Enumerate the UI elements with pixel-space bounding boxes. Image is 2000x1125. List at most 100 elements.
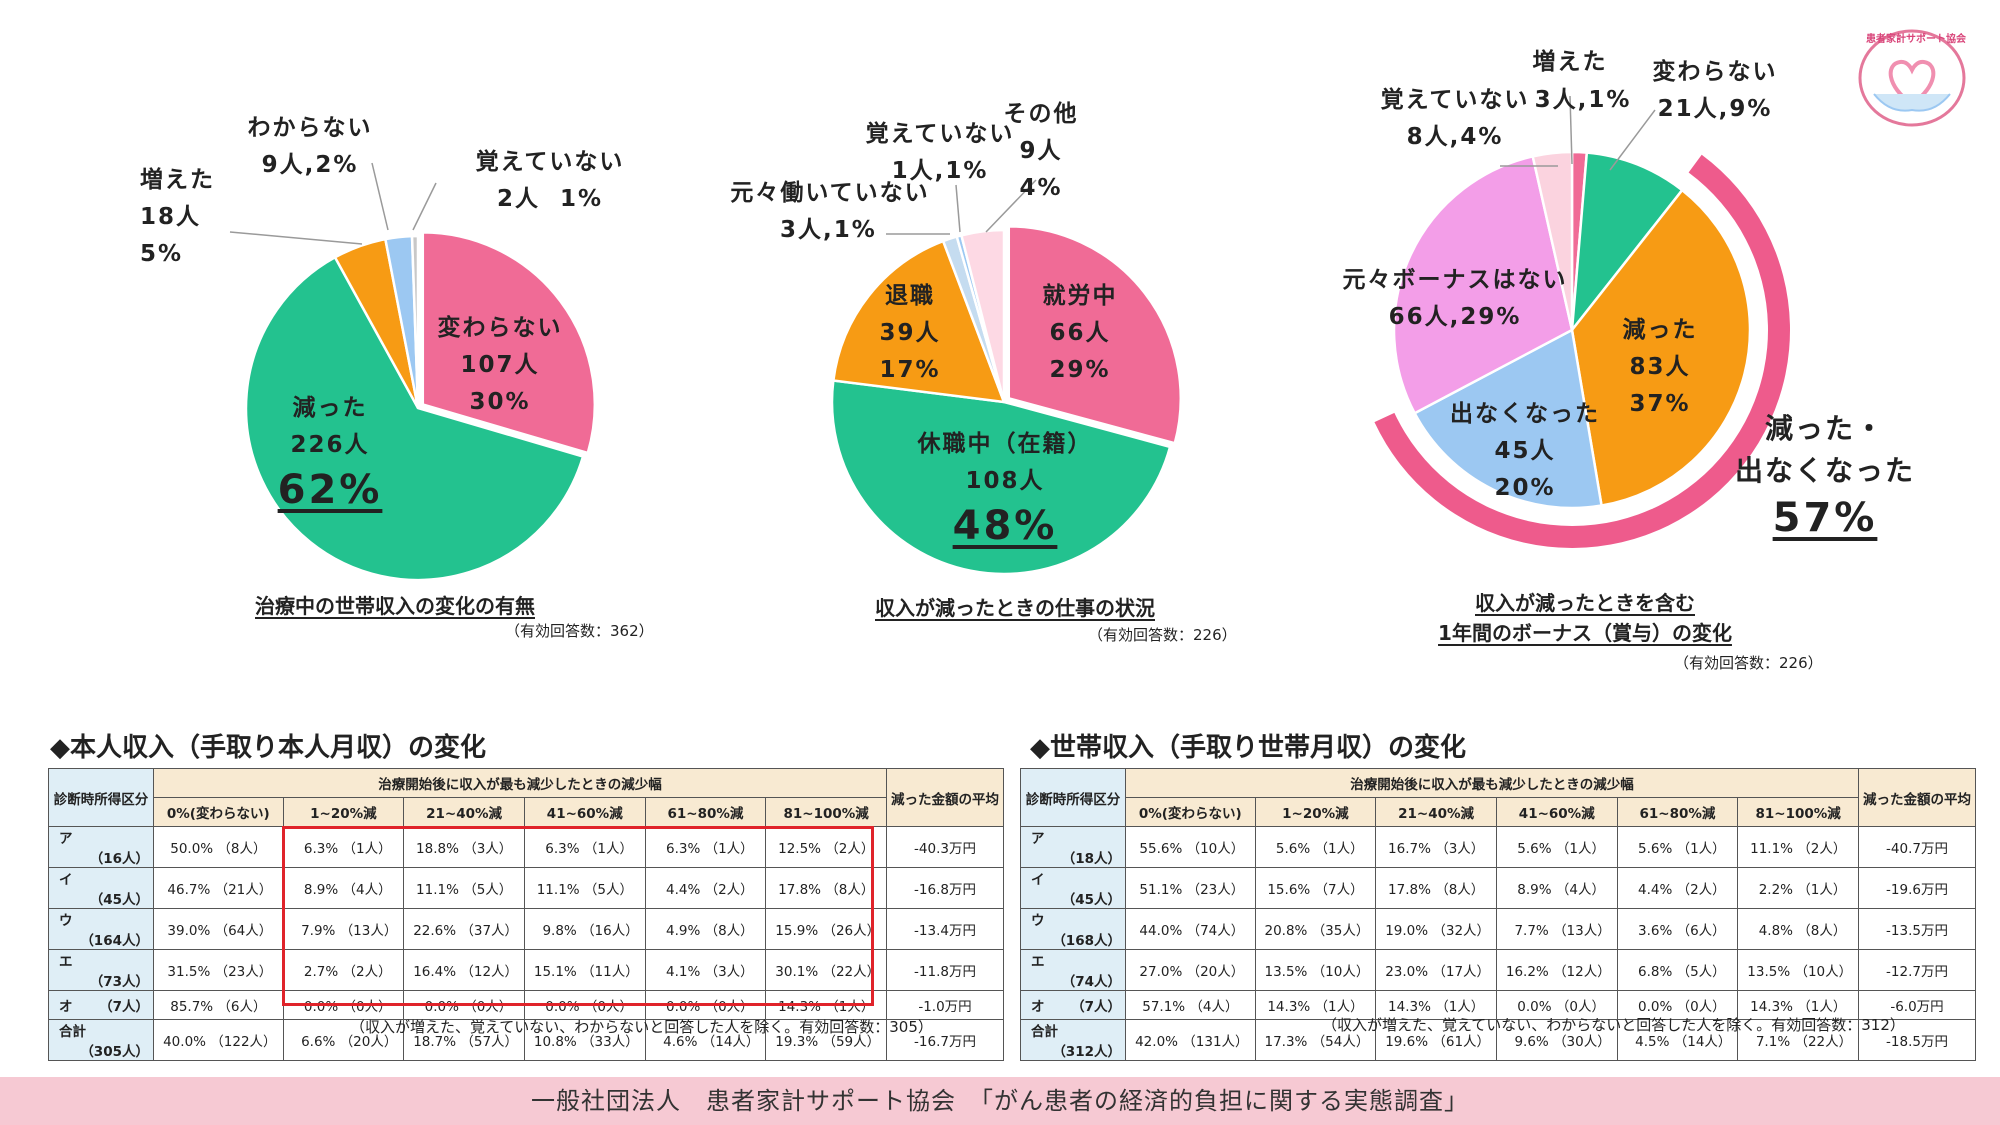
table-cell: 4.9% （8人） — [644, 908, 767, 950]
pie2-label-other: その他 9人 4% — [1003, 101, 1079, 201]
leader-line-not-remember-2 — [955, 184, 961, 233]
table-cell: 0.0% （0人） — [1495, 990, 1618, 1020]
table-cell: 16.7% （3人） — [1375, 826, 1497, 868]
pie1-label-decreased: 減った 226人 62% — [277, 395, 383, 513]
table-cell: 19.3% （59人） — [765, 1019, 887, 1061]
pie1-slice-1 — [244, 255, 585, 582]
logo-text: 患者家計サポート協会 — [1866, 34, 1966, 45]
table-cell: 40.0% （122人） — [153, 1019, 284, 1061]
leader-lines — [229, 95, 1656, 245]
header-category: 診断時所得区分 — [48, 768, 154, 827]
table-cell: 14.3% （1人） — [1375, 990, 1497, 1020]
header-category: 診断時所得区分 — [1020, 768, 1126, 827]
header-band-4: 61~80%減 — [1616, 797, 1739, 827]
pie2-label-retired: 退職 39人 17% — [879, 283, 941, 383]
table-cell: 14.3% （1人） — [1254, 990, 1377, 1020]
table-cell: 51.1% （23人） — [1125, 867, 1256, 909]
table-cell: 15.6% （7人） — [1254, 867, 1377, 909]
header-band-0: 0%(変わらない) — [1125, 797, 1256, 827]
table-cell: 4.6% （14人） — [644, 1019, 767, 1061]
personal-income-note: （収入が増えた、覚えていない、わからないと回答した人を除く。有効回答数：305） — [350, 1018, 933, 1036]
table-row: イ（45人） 46.7% （21人） 8.9% （4人） 11.1% （5人） 11.1… — [48, 867, 1004, 909]
row-category: ア（16人） — [48, 826, 154, 868]
header-band-2: 21~40%減 — [1375, 797, 1497, 827]
table-cell: 7.9% （13人） — [282, 908, 405, 950]
table-cell: 11.1% （5人） — [523, 867, 646, 909]
table-cell: 50.0% （8人） — [153, 826, 284, 868]
header-band-5: 81~100%減 — [1737, 797, 1859, 827]
header-reduction-band: 治療開始後に収入が最も減少したときの減少幅 — [153, 768, 887, 798]
table-cell: 7.7% （13人） — [1495, 908, 1618, 950]
row-category: オ（7人） — [48, 990, 154, 1020]
row-average: -18.5万円 — [1858, 1019, 1976, 1061]
pie3-slice-3 — [1412, 328, 1603, 510]
row-category: ア（18人） — [1020, 826, 1126, 868]
pie3-slice-2 — [1570, 188, 1752, 507]
header-band-3: 41~60%減 — [523, 797, 646, 827]
table-row: エ（74人） 27.0% （20人） 13.5% （10人） 23.0% （17人） 1… — [1020, 949, 1976, 991]
pie-chart-work-status — [830, 225, 1183, 576]
header-band-4: 61~80%減 — [644, 797, 767, 827]
table-cell: 5.6% （1人） — [1254, 826, 1377, 868]
table-cell: 3.6% （6人） — [1616, 908, 1739, 950]
pie2-label-never-worked: 元々働いていない 3人,1% — [730, 180, 930, 243]
table-cell: 19.6% （61人） — [1375, 1019, 1497, 1061]
table-cell: 57.1% （4人） — [1125, 990, 1256, 1020]
table-cell: 5.6% （1人） — [1495, 826, 1618, 868]
household-income-note: （収入が増えた、覚えていない、わからないと回答した人を除く。有効回答数：312） — [1322, 1016, 1905, 1034]
pie2-slice-1 — [830, 379, 1172, 576]
table-cell: 31.5% （23人） — [153, 949, 284, 991]
row-category: エ（74人） — [1020, 949, 1126, 991]
leader-line-unknown — [371, 162, 389, 231]
row-average: -13.4万円 — [886, 908, 1004, 950]
table-cell: 46.7% （21人） — [153, 867, 284, 909]
table-cell: 11.1% （2人） — [1737, 826, 1859, 868]
pie2-slice-5 — [959, 228, 1006, 403]
household-income-title: ◆世帯収入（手取り世帯月収）の変化 — [1030, 733, 1466, 763]
row-average: -13.5万円 — [1858, 908, 1976, 950]
pie2-label-on-leave: 休職中（在籍） 108人 48% — [917, 431, 1093, 549]
table-cell: 20.8% （35人） — [1254, 908, 1377, 950]
pie3-label-increased-count: 3人,1% — [1534, 87, 1632, 113]
pie3-label-decreased: 減った 83人 37% — [1622, 317, 1698, 417]
pie3-label-not-remember: 覚えていない 8人,4% — [1380, 87, 1530, 150]
row-category: ウ（164人） — [48, 908, 154, 950]
table-row: 合計 （312人） 42.0% （131人） 17.3% （54人） 19.6% （61… — [1020, 1019, 1976, 1061]
pie1-label-no-change: 変わらない 107人 30% — [437, 315, 563, 415]
pie2-responses: （有効回答数：226） — [1088, 626, 1237, 644]
table-cell: 6.8% （5人） — [1616, 949, 1739, 991]
table-cell: 16.4% （12人） — [403, 949, 525, 991]
leader-line-not-remember-1 — [412, 182, 437, 231]
table-cell: 4.4% （2人） — [644, 867, 767, 909]
table-row: ウ（168人） 44.0% （74人） 20.8% （35人） 19.0% （32人）… — [1020, 908, 1976, 950]
table-cell: 6.6% （20人） — [282, 1019, 405, 1061]
leader-line-increased — [229, 231, 363, 245]
table-cell: 55.6% （10人） — [1125, 826, 1256, 868]
heart-icon — [1888, 59, 1936, 107]
table-row: イ（45人） 51.1% （23人） 15.6% （7人） 17.8% （8人） 8.9… — [1020, 867, 1976, 909]
row-category: イ（45人） — [1020, 867, 1126, 909]
header-band-0: 0%(変わらない) — [153, 797, 284, 827]
row-average: -16.8万円 — [886, 867, 1004, 909]
table-cell: 11.1% （5人） — [403, 867, 525, 909]
header-band-3: 41~60%減 — [1495, 797, 1618, 827]
header-band-2: 21~40%減 — [403, 797, 525, 827]
row-category: エ（73人） — [48, 949, 154, 991]
hands-icon — [1873, 93, 1951, 112]
highlight-box — [282, 826, 874, 1006]
table-cell: 42.0% （131人） — [1125, 1019, 1256, 1061]
household-income-table: 診断時所得区分 治療開始後に収入が最も減少したときの減少幅 減った金額の平均 0%(変… — [1020, 768, 1976, 1061]
pie3-label-no-change: 変わらない 21人,9% — [1652, 59, 1778, 122]
leader-line-other — [985, 179, 1037, 233]
table-cell: 9.8% （16人） — [523, 908, 646, 950]
table-cell: 4.5% （14人） — [1616, 1019, 1739, 1061]
table-cell: 4.8% （8人） — [1737, 908, 1859, 950]
personal-income-table: 診断時所得区分 治療開始後に収入が最も減少したときの減少幅 減った金額の平均 0%(変… — [48, 768, 1004, 1061]
row-category: 合計 （312人） — [1020, 1019, 1126, 1061]
personal-income-title: ◆本人収入（手取り本人月収）の変化 — [50, 733, 486, 763]
logo — [1858, 29, 1966, 127]
table-cell: 13.5% （10人） — [1737, 949, 1859, 991]
table-cell: 13.5% （10人） — [1254, 949, 1377, 991]
pie1-label-increased: 増えた 18人 5% — [140, 167, 215, 267]
row-average: -40.3万円 — [886, 826, 1004, 868]
